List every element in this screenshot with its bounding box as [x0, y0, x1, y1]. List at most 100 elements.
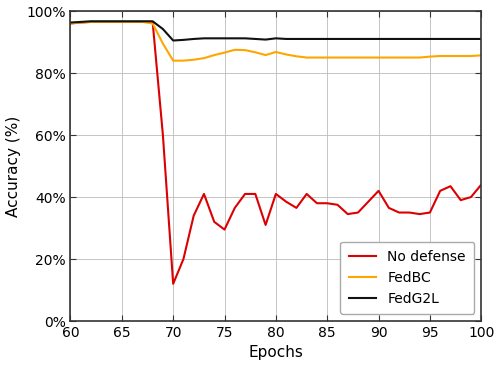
No defense: [262, 223, 268, 227]
X-axis label: Epochs: Epochs: [248, 346, 304, 361]
FedG2L: [88, 19, 94, 23]
No defense: [170, 281, 176, 286]
FedBC: [190, 57, 196, 62]
No defense: [98, 20, 104, 24]
No defense: [304, 192, 310, 196]
FedG2L: [211, 36, 217, 41]
FedBC: [129, 20, 135, 24]
FedG2L: [406, 37, 412, 41]
No defense: [314, 201, 320, 205]
FedBC: [119, 20, 125, 24]
FedBC: [150, 21, 156, 26]
FedBC: [304, 55, 310, 60]
FedG2L: [252, 37, 258, 41]
No defense: [437, 188, 443, 193]
FedBC: [273, 50, 279, 54]
FedBC: [283, 52, 289, 57]
Line: FedBC: FedBC: [70, 22, 482, 61]
FedG2L: [160, 27, 166, 31]
No defense: [386, 206, 392, 210]
No defense: [355, 210, 361, 215]
FedBC: [232, 48, 238, 52]
FedG2L: [180, 38, 186, 42]
No defense: [376, 188, 382, 193]
No defense: [273, 192, 279, 196]
No defense: [448, 184, 454, 188]
FedG2L: [448, 37, 454, 41]
FedBC: [98, 20, 104, 24]
FedG2L: [119, 19, 125, 23]
No defense: [150, 20, 156, 24]
FedG2L: [222, 36, 228, 41]
Line: No defense: No defense: [70, 22, 482, 284]
FedBC: [468, 54, 474, 58]
No defense: [140, 20, 145, 24]
FedG2L: [345, 37, 351, 41]
FedG2L: [304, 37, 310, 41]
FedBC: [458, 54, 464, 58]
FedG2L: [437, 37, 443, 41]
No defense: [78, 20, 84, 25]
FedBC: [68, 21, 73, 26]
FedBC: [108, 20, 114, 24]
FedG2L: [273, 36, 279, 41]
FedBC: [376, 55, 382, 60]
FedBC: [262, 53, 268, 57]
FedBC: [242, 48, 248, 52]
FedG2L: [478, 37, 484, 41]
FedBC: [324, 55, 330, 60]
No defense: [283, 199, 289, 204]
FedG2L: [386, 37, 392, 41]
No defense: [88, 20, 94, 24]
FedBC: [386, 55, 392, 60]
No defense: [119, 20, 125, 24]
FedG2L: [68, 20, 73, 25]
No defense: [366, 199, 372, 204]
No defense: [427, 210, 433, 215]
FedBC: [180, 59, 186, 63]
FedG2L: [129, 19, 135, 23]
No defense: [222, 227, 228, 232]
No defense: [345, 212, 351, 216]
FedG2L: [78, 20, 84, 24]
No defense: [334, 203, 340, 207]
FedBC: [478, 53, 484, 57]
FedG2L: [458, 37, 464, 41]
No defense: [416, 212, 422, 216]
No defense: [294, 206, 300, 210]
No defense: [242, 192, 248, 196]
FedG2L: [232, 36, 238, 41]
No defense: [396, 210, 402, 215]
FedBC: [294, 54, 300, 59]
No defense: [324, 201, 330, 205]
FedG2L: [355, 37, 361, 41]
FedG2L: [416, 37, 422, 41]
No defense: [252, 192, 258, 196]
FedBC: [355, 55, 361, 60]
FedBC: [334, 55, 340, 60]
No defense: [478, 182, 484, 187]
FedBC: [211, 53, 217, 57]
FedG2L: [190, 37, 196, 41]
Y-axis label: Accuracy (%): Accuracy (%): [6, 115, 20, 217]
No defense: [232, 206, 238, 210]
FedG2L: [201, 36, 207, 41]
FedBC: [416, 55, 422, 60]
No defense: [201, 192, 207, 196]
No defense: [406, 210, 412, 215]
No defense: [108, 20, 114, 24]
Line: FedG2L: FedG2L: [70, 21, 482, 41]
No defense: [190, 213, 196, 218]
FedBC: [396, 55, 402, 60]
No defense: [211, 220, 217, 224]
FedBC: [170, 59, 176, 63]
FedG2L: [283, 37, 289, 41]
No defense: [458, 198, 464, 202]
Legend: No defense, FedBC, FedG2L: No defense, FedBC, FedG2L: [340, 242, 474, 314]
FedG2L: [108, 19, 114, 23]
FedBC: [406, 55, 412, 60]
FedBC: [88, 20, 94, 24]
FedBC: [427, 55, 433, 59]
FedG2L: [294, 37, 300, 41]
FedBC: [252, 50, 258, 55]
